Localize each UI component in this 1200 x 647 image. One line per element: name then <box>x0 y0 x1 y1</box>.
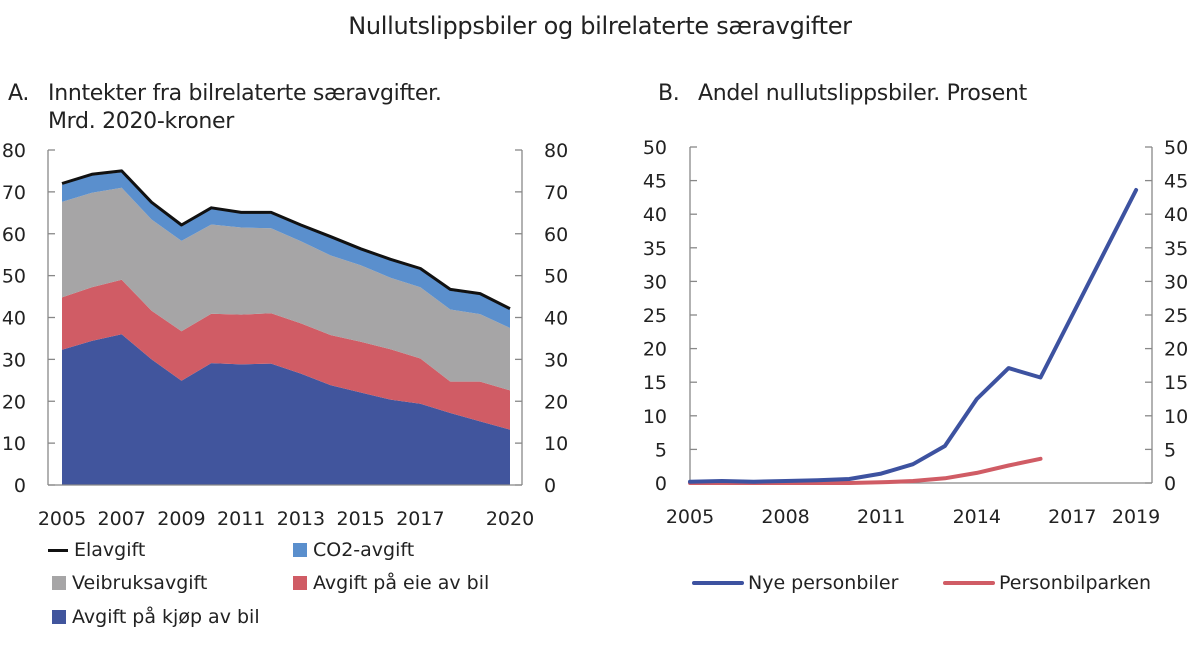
legend-swatch-kjop <box>52 610 66 624</box>
legend-label-co2: CO2-avgift <box>313 539 415 561</box>
y-tick-label-right: 15 <box>1164 372 1188 394</box>
y-tick-label-left: 0 <box>655 473 667 495</box>
y-tick-label-right: 5 <box>1164 439 1176 461</box>
y-tick-label-right: 25 <box>1164 305 1188 327</box>
legend-label-park: Personbilparken <box>999 572 1152 594</box>
legend-label-nye: Nye personbiler <box>748 572 899 594</box>
legend-item-veibruk: Veibruksavgift <box>52 572 207 594</box>
line-nye-personbiler <box>688 188 1139 484</box>
y-tick-label-right: 80 <box>544 140 568 162</box>
x-tick-label: 2013 <box>277 508 325 530</box>
panel-a-title-line1: Inntekter fra bilrelaterte særavgifter. <box>48 81 442 106</box>
y-tick-label-left: 10 <box>643 406 667 428</box>
legend-item-kjop: Avgift på kjøp av bil <box>52 606 260 628</box>
main-title: Nullutslippsbiler og bilrelaterte særavg… <box>348 12 852 40</box>
panel-b-title-line1: Andel nullutslippsbiler. Prosent <box>698 81 1027 106</box>
x-tick-label: 2011 <box>857 506 905 528</box>
chart-b-line: 0 0 5 5 10 10 15 15 20 20 25 25 30 30 35 35 40 40 45 45 50 50… <box>643 137 1188 528</box>
legend-line-nye <box>692 581 744 585</box>
y-tick-label-right: 30 <box>1164 271 1188 293</box>
x-tick-label: 2015 <box>336 508 384 530</box>
panel-a-title-line2: Mrd. 2020-kroner <box>48 109 235 134</box>
y-tick-label-left: 20 <box>643 339 667 361</box>
area-kjop <box>62 334 510 485</box>
x-tick-label: 2009 <box>157 508 205 530</box>
x-tick-label: 2020 <box>486 508 534 530</box>
legend-item-eie: Avgift på eie av bil <box>293 572 489 594</box>
legend-item-park: Personbilparken <box>943 572 1151 594</box>
y-tick-label-left: 50 <box>643 137 667 159</box>
x-tick-label: 2019 <box>1112 506 1160 528</box>
panel-a-title: A. Inntekter fra bilrelaterte særavgifte… <box>8 80 568 140</box>
x-tick-label: 2005 <box>38 508 86 530</box>
y-tick-label-left: 40 <box>2 308 26 330</box>
x-tick-label: 2017 <box>396 508 444 530</box>
area-veibruk <box>62 187 510 391</box>
y-tick-label-left: 60 <box>2 224 26 246</box>
y-tick-label-left: 10 <box>2 433 26 455</box>
x-tick-label: 2011 <box>217 508 265 530</box>
x-tick-label: 2017 <box>1048 506 1096 528</box>
y-tick-label-right: 20 <box>544 391 568 413</box>
legend-label-kjop: Avgift på kjøp av bil <box>72 606 260 628</box>
legend-label-elavgift: Elavgift <box>74 539 146 561</box>
legend-item-elavgift: Elavgift <box>48 539 145 561</box>
x-tick-label: 2005 <box>666 506 714 528</box>
y-tick-label-right: 0 <box>1164 473 1176 495</box>
y-tick-label-left: 80 <box>2 140 26 162</box>
x-tick-label: 2008 <box>761 506 809 528</box>
legend-swatch-eie <box>293 576 307 590</box>
y-tick-label-left: 50 <box>2 266 26 288</box>
y-tick-label-left: 45 <box>643 171 667 193</box>
area-co2 <box>62 172 510 328</box>
y-tick-label-right: 0 <box>544 475 556 497</box>
y-tick-label-left: 20 <box>2 391 26 413</box>
y-tick-label-right: 35 <box>1164 238 1188 260</box>
y-tick-label-left: 15 <box>643 372 667 394</box>
y-tick-label-left: 25 <box>643 305 667 327</box>
y-tick-label-right: 40 <box>1164 204 1188 226</box>
area-eie <box>62 279 510 430</box>
line-elavgift <box>61 169 511 311</box>
y-tick-label-right: 50 <box>544 266 568 288</box>
panel-a-letter: A. <box>8 81 30 106</box>
y-tick-label-right: 50 <box>1164 137 1188 159</box>
legend-item-co2: CO2-avgift <box>293 539 414 561</box>
y-tick-label-right: 10 <box>1164 406 1188 428</box>
y-tick-label-right: 20 <box>1164 339 1188 361</box>
y-tick-label-right: 10 <box>544 433 568 455</box>
y-tick-label-left: 70 <box>2 182 26 204</box>
legend-line-park <box>943 581 995 585</box>
y-tick-label-right: 60 <box>544 224 568 246</box>
panel-b-title: B. Andel nullutslippsbiler. Prosent <box>658 80 1198 110</box>
legend-line-elavgift <box>48 548 68 552</box>
y-tick-label-left: 35 <box>643 238 667 260</box>
y-tick-label-left: 5 <box>655 439 667 461</box>
y-tick-label-right: 30 <box>544 349 568 371</box>
y-tick-label-left: 30 <box>2 349 26 371</box>
legend-item-nye: Nye personbiler <box>692 572 898 594</box>
legend-swatch-veibruk <box>52 576 66 590</box>
y-tick-label-left: 30 <box>643 271 667 293</box>
line-personbilparken <box>688 456 1043 485</box>
legend-label-eie: Avgift på eie av bil <box>313 572 490 594</box>
y-tick-label-left: 0 <box>14 475 26 497</box>
legend-label-veibruk: Veibruksavgift <box>72 572 208 594</box>
y-tick-label-right: 40 <box>544 308 568 330</box>
panel-b-letter: B. <box>658 81 680 106</box>
y-tick-label-right: 45 <box>1164 171 1188 193</box>
x-tick-label: 2014 <box>953 506 1001 528</box>
legend-swatch-co2 <box>293 543 307 557</box>
y-tick-label-right: 70 <box>544 182 568 204</box>
y-tick-label-left: 40 <box>643 204 667 226</box>
x-tick-label: 2007 <box>98 508 146 530</box>
